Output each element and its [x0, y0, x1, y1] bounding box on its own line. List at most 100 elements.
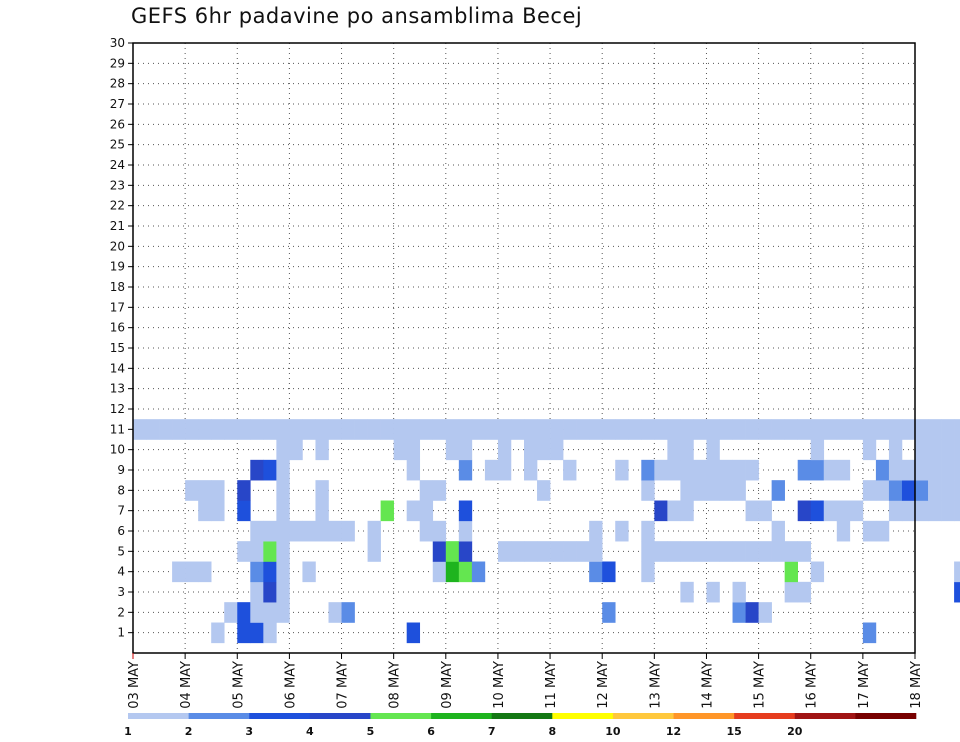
heatmap-cell — [289, 439, 303, 461]
heatmap-cell — [263, 561, 277, 583]
heatmap-cell — [641, 561, 655, 583]
heatmap-cell — [771, 520, 785, 542]
heatmap-cell — [367, 419, 381, 440]
y-tick-label: 13 — [110, 382, 125, 396]
legend-swatch — [855, 713, 917, 719]
x-tick-label: 15 MAY — [753, 661, 768, 709]
heatmap-cell — [680, 541, 694, 562]
heatmap-cell — [328, 419, 342, 440]
y-tick-label: 25 — [110, 138, 125, 152]
heatmap-cell — [693, 541, 707, 562]
heatmap-cell — [615, 459, 629, 481]
heatmap-cell — [693, 480, 707, 501]
heatmap-cell — [524, 541, 538, 562]
y-tick-label: 12 — [110, 402, 125, 416]
legend-swatch — [734, 713, 796, 719]
x-tick-label: 05 MAY — [231, 661, 246, 709]
heatmap-cell — [458, 419, 473, 440]
heatmap-cell — [497, 419, 512, 440]
heatmap-cell — [380, 419, 394, 440]
heatmap-cell — [732, 459, 746, 481]
heatmap-cell — [589, 419, 603, 440]
heatmap-cell — [745, 500, 759, 522]
heatmap-cell — [524, 459, 538, 481]
heatmap-cell — [276, 581, 290, 603]
heatmap-cell — [875, 520, 890, 542]
heatmap-cell — [276, 480, 290, 501]
x-tick-label: 17 MAY — [857, 661, 872, 709]
heatmap-cell — [941, 459, 955, 481]
heatmap-cell — [784, 541, 798, 562]
heatmap-cell — [888, 500, 903, 522]
heatmap-cell — [198, 561, 212, 583]
heatmap-cell — [915, 459, 929, 481]
heatmap-cell — [250, 520, 264, 542]
heatmap-cell — [133, 419, 147, 440]
heatmap-cell — [758, 602, 772, 623]
heatmap-cell — [602, 561, 616, 583]
heatmap-cell — [941, 500, 955, 522]
heatmap-cell — [198, 480, 212, 501]
heatmap-cell — [928, 459, 942, 481]
heatmap-cell — [888, 480, 903, 501]
heatmap-cell — [901, 419, 916, 440]
heatmap-cell — [693, 419, 707, 440]
legend-label: 10 — [605, 725, 621, 738]
heatmap-cell — [497, 541, 512, 562]
heatmap-cell — [237, 541, 251, 562]
heatmap-cell — [263, 459, 277, 481]
heatmap-cell — [432, 480, 447, 501]
heatmap-cell — [419, 500, 434, 522]
heatmap-cell — [315, 439, 329, 461]
heatmap-cell — [915, 500, 929, 522]
heatmap-cell — [237, 602, 251, 623]
y-tick-label: 26 — [110, 117, 125, 131]
heatmap-cell — [445, 419, 460, 440]
heatmap-cell — [797, 581, 812, 603]
heatmap-cell — [537, 480, 551, 501]
heatmap-cell — [823, 500, 838, 522]
heatmap-cell — [810, 439, 825, 461]
legend-swatch — [552, 713, 614, 719]
heatmap-cell — [784, 419, 798, 440]
legend-label: 15 — [726, 725, 741, 738]
heatmap-cell — [836, 500, 851, 522]
heatmap-cell — [954, 561, 960, 583]
heatmap-cell — [524, 439, 538, 461]
heatmap-cell — [667, 459, 681, 481]
heatmap-cell — [510, 541, 525, 562]
heatmap-cell — [315, 500, 329, 522]
x-tick-label: 09 MAY — [440, 661, 455, 709]
heatmap-cell — [341, 520, 355, 542]
heatmap-cell — [276, 419, 290, 440]
heatmap-cell — [758, 541, 772, 562]
heatmap-cell — [341, 419, 355, 440]
heatmap-cell — [875, 480, 890, 501]
heatmap-cell — [224, 419, 238, 440]
heatmap-cell — [302, 561, 316, 583]
heatmap-cell — [458, 541, 473, 562]
heatmap-cell — [250, 622, 264, 644]
heatmap-cell — [432, 541, 447, 562]
heatmap-cell — [276, 602, 290, 623]
y-tick-label: 22 — [110, 199, 125, 213]
legend-label: 5 — [367, 725, 375, 738]
heatmap-cell — [641, 419, 655, 440]
legend-label: 1 — [124, 725, 132, 738]
heatmap-cell — [654, 541, 668, 562]
heatmap-cell — [146, 419, 160, 440]
heatmap-cell — [745, 419, 759, 440]
heatmap-cell — [836, 459, 851, 481]
heatmap-cell — [928, 480, 942, 501]
heatmap-cell — [667, 500, 681, 522]
legend-swatch — [249, 713, 311, 719]
heatmap-cell — [641, 520, 655, 542]
heatmap-cell — [432, 419, 447, 440]
heatmap-cell — [836, 520, 851, 542]
heatmap-cell — [458, 561, 473, 583]
heatmap-cell — [458, 459, 473, 481]
legend-label: 2 — [185, 725, 193, 738]
y-tick-label: 21 — [110, 219, 125, 233]
heatmap-cell — [810, 561, 825, 583]
heatmap-cell — [810, 459, 825, 481]
